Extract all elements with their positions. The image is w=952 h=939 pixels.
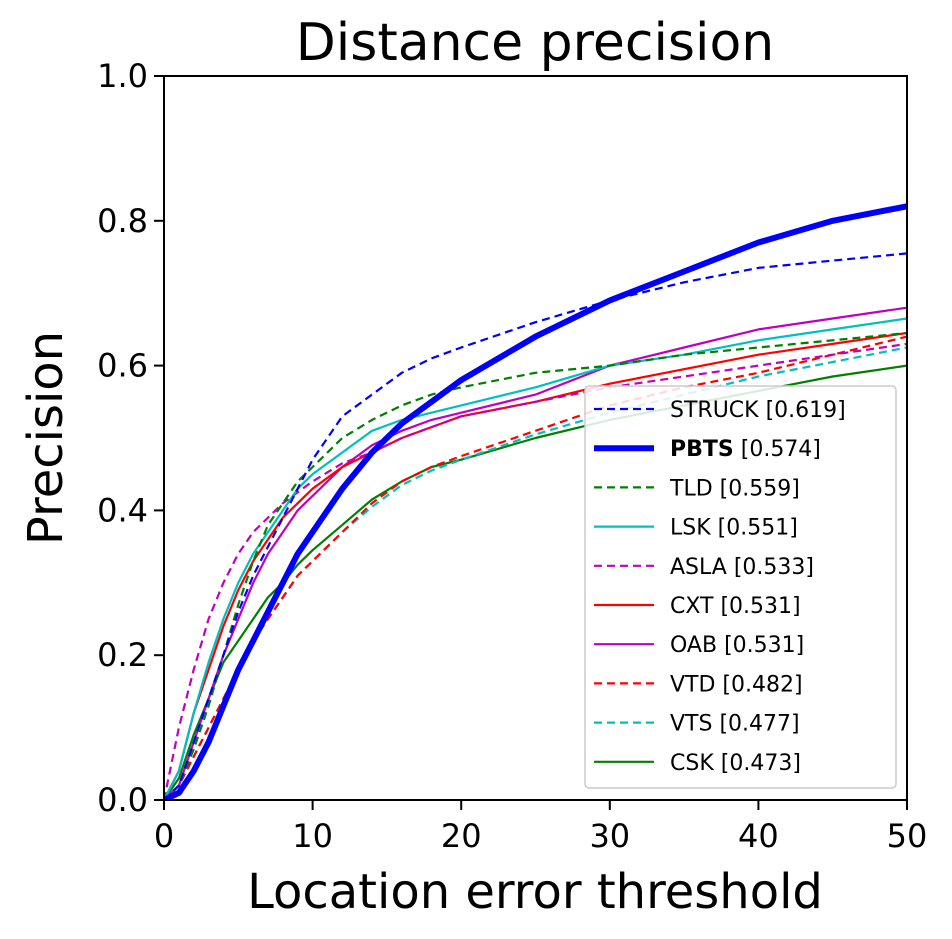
y-tick-label: 0.0	[97, 781, 148, 819]
legend-box	[584, 385, 897, 789]
x-tick-label: 40	[738, 817, 779, 855]
y-tick-label: 0.4	[97, 491, 148, 529]
y-tick-label: 0.2	[97, 636, 148, 674]
series-line-tld	[164, 331, 907, 800]
legend-series-name: TLD	[669, 476, 713, 501]
legend-series-name: CXT	[670, 594, 714, 619]
legend-series-name: CSK	[670, 751, 714, 776]
legend-series-score: [0.477]	[712, 712, 799, 737]
plot-area	[164, 203, 907, 800]
legend-label-lsk: LSK [0.551]	[670, 516, 798, 541]
legend-series-score: [0.531]	[717, 633, 804, 658]
legend: STRUCK [0.619]PBTS [0.574]TLD [0.559]LSK…	[584, 385, 897, 789]
legend-series-score: [0.482]	[715, 672, 802, 697]
plot-frame	[163, 75, 908, 801]
legend-label-oab: OAB [0.531]	[670, 633, 804, 658]
legend-series-name: ASLA	[670, 555, 727, 580]
legend-label-pbts: PBTS [0.574]	[670, 437, 821, 462]
legend-series-name: STRUCK	[670, 398, 759, 423]
legend-series-name: PBTS	[670, 437, 734, 462]
legend-series-score: [0.533]	[727, 555, 814, 580]
legend-label-csk: CSK [0.473]	[670, 751, 801, 776]
x-tick-label: 20	[441, 817, 482, 855]
x-axis-label: Location error threshold	[247, 864, 823, 920]
x-tick-label: 0	[154, 817, 174, 855]
legend-label-struck: STRUCK [0.619]	[670, 398, 846, 423]
y-tick-label: 0.8	[97, 202, 148, 240]
axes: 0 10 20 30 40 50 0.0 0.2 0.4 0.6 0.8 1.0	[97, 57, 927, 855]
legend-series-name: LSK	[670, 516, 711, 541]
legend-series-name: VTD	[670, 672, 715, 697]
y-tick-label: 1.0	[97, 57, 148, 95]
legend-series-score: [0.473]	[714, 751, 801, 776]
legend-series-score: [0.531]	[713, 594, 800, 619]
legend-series-name: OAB	[670, 633, 717, 658]
chart-title: Distance precision	[296, 13, 775, 73]
series-line-cxt	[164, 331, 907, 800]
legend-label-tld: TLD [0.559]	[669, 476, 800, 501]
series-line-asla	[164, 342, 907, 800]
legend-label-cxt: CXT [0.531]	[670, 594, 801, 619]
y-tick-label: 0.6	[97, 347, 148, 385]
legend-series-score: [0.619]	[759, 398, 846, 423]
y-axis-label: Precision	[18, 331, 74, 545]
x-tick-label: 50	[887, 817, 928, 855]
series-line-struck	[164, 252, 907, 800]
legend-series-score: [0.574]	[734, 437, 821, 462]
series-line-vtd	[164, 335, 907, 800]
legend-series-score: [0.559]	[713, 476, 800, 501]
legend-label-vts: VTS [0.477]	[670, 712, 800, 737]
series-line-pbts	[164, 203, 907, 800]
x-tick-label: 30	[589, 817, 630, 855]
series-lines	[164, 203, 907, 800]
legend-label-asla: ASLA [0.533]	[670, 555, 814, 580]
legend-series-score: [0.551]	[711, 516, 798, 541]
x-tick-label: 10	[292, 817, 333, 855]
legend-series-name: VTS	[670, 712, 712, 737]
legend-label-vtd: VTD [0.482]	[670, 672, 803, 697]
